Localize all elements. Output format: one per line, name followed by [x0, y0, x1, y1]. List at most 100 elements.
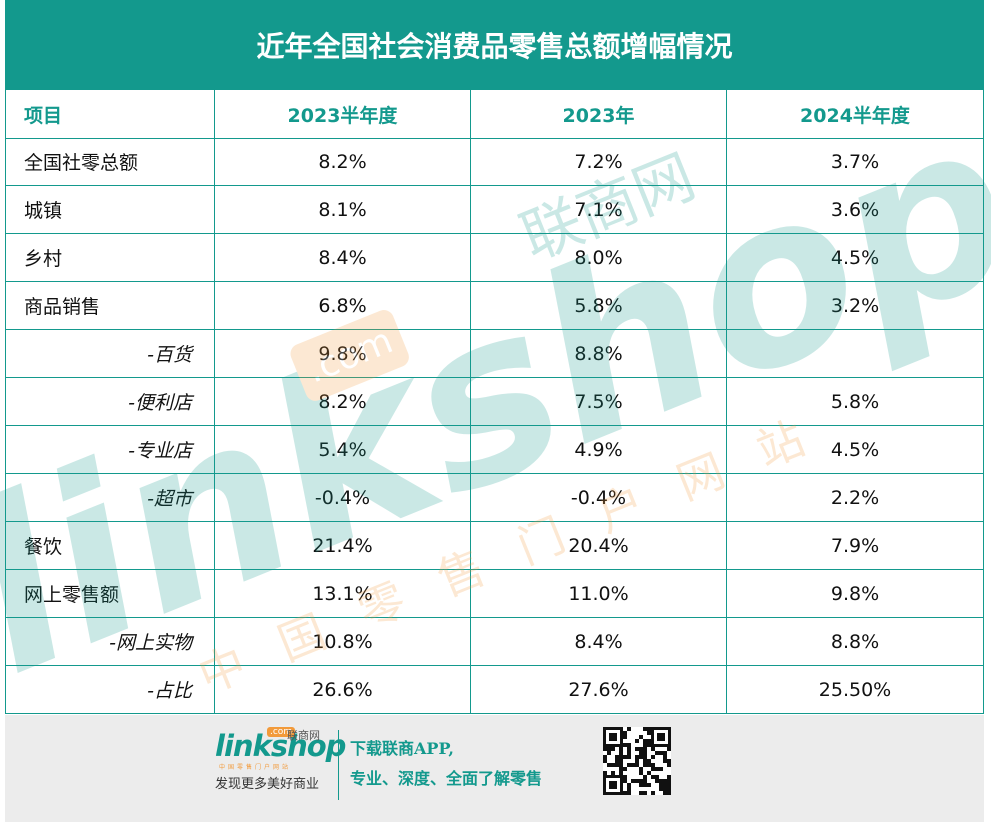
qr-module: [603, 759, 607, 763]
qr-module: [607, 763, 611, 767]
row-label: -超市: [5, 474, 215, 522]
qr-module: [667, 779, 671, 783]
qr-module: [647, 763, 651, 767]
qr-module: [607, 751, 611, 755]
footer-description: 专业、深度、全面了解零售: [350, 769, 543, 788]
qr-module: [647, 731, 651, 735]
cell-value: 5.4%: [215, 426, 471, 474]
qr-module: [643, 775, 647, 779]
qr-module: [623, 779, 627, 783]
cell-value: 11.0%: [471, 570, 727, 618]
qr-module: [639, 755, 643, 759]
qr-module: [643, 743, 647, 747]
qr-module: [647, 783, 651, 787]
row-label: 餐饮: [5, 522, 215, 570]
qr-module: [627, 751, 631, 755]
qr-module: [619, 751, 623, 755]
qr-module: [667, 775, 671, 779]
qr-module: [643, 727, 647, 731]
footer-domain: .com: [267, 727, 296, 737]
cell-value: 26.6%: [215, 666, 471, 714]
qr-module: [667, 763, 671, 767]
cell-value: 10.8%: [215, 618, 471, 666]
qr-module: [667, 787, 671, 791]
qr-module: [623, 775, 627, 779]
cell-value: 7.5%: [471, 378, 727, 426]
qr-module: [623, 743, 627, 747]
qr-module: [627, 763, 631, 767]
cell-value: -0.4%: [471, 474, 727, 522]
qr-module: [651, 791, 655, 795]
qr-module: [615, 755, 619, 759]
qr-module: [635, 779, 639, 783]
row-label: 商品销售: [5, 282, 215, 330]
qr-module: [611, 763, 615, 767]
qr-module: [639, 791, 643, 795]
qr-module: [631, 779, 635, 783]
qr-module: [603, 755, 607, 759]
row-label: 网上零售额: [5, 570, 215, 618]
qr-module: [627, 747, 631, 751]
column-header: 2024半年度: [727, 90, 984, 139]
qr-module: [643, 755, 647, 759]
qr-module: [647, 739, 651, 743]
footer-tagline: 中国零售门户网站: [219, 764, 292, 771]
row-label: -专业店: [5, 426, 215, 474]
column-header: 项目: [5, 90, 215, 139]
cell-value: 9.8%: [215, 330, 471, 378]
qr-module: [639, 747, 643, 751]
cell-value: 3.2%: [727, 282, 984, 330]
footer-slogan: 发现更多美好商业: [215, 777, 320, 792]
cell-value: 6.8%: [215, 282, 471, 330]
cell-value: 8.2%: [215, 378, 471, 426]
qr-module: [663, 755, 667, 759]
column-header: 2023半年度: [215, 90, 471, 139]
qr-module: [619, 767, 623, 771]
qr-module: [655, 767, 659, 771]
qr-module: [615, 763, 619, 767]
qr-module: [623, 767, 627, 771]
qr-module: [639, 771, 643, 775]
qr-module: [663, 791, 667, 795]
qr-module: [643, 779, 647, 783]
cell-value: 4.5%: [727, 234, 984, 282]
qr-module: [659, 751, 663, 755]
qr-module: [667, 747, 671, 751]
cell-value: 8.8%: [471, 330, 727, 378]
row-label: 城镇: [5, 186, 215, 234]
cell-value: 8.4%: [471, 618, 727, 666]
qr-module: [663, 759, 667, 763]
cell-value: 13.1%: [215, 570, 471, 618]
qr-module: [619, 759, 623, 763]
cell-value: 21.4%: [215, 522, 471, 570]
qr-module: [643, 759, 647, 763]
qr-module: [639, 735, 643, 739]
qr-module: [627, 743, 631, 747]
qr-module: [659, 779, 663, 783]
qr-module: [635, 763, 639, 767]
footer-cn-name: 联商网: [287, 729, 320, 742]
row-label: 全国社零总额: [5, 138, 215, 186]
qr-module: [663, 751, 667, 755]
qr-module: [611, 771, 615, 775]
qr-module: [619, 771, 623, 775]
qr-module: [623, 731, 627, 735]
cell-value: 2.2%: [727, 474, 984, 522]
qr-module: [627, 791, 631, 795]
qr-module: [659, 767, 663, 771]
cell-value: 8.2%: [215, 138, 471, 186]
cell-value: 4.5%: [727, 426, 984, 474]
cell-value: 27.6%: [471, 666, 727, 714]
cell-value: 5.8%: [727, 378, 984, 426]
qr-module: [631, 763, 635, 767]
qr-module: [627, 783, 631, 787]
divider: [338, 730, 339, 800]
qr-module: [651, 767, 655, 771]
table: 项目 2023半年度 2023年 2024半年度 全国社零总额 8.2% 7.2% 3.7% 城…: [5, 90, 984, 715]
footer: linkshop .com 联商网 中国零售门户网站 发现更多美好商业 下载联商…: [5, 715, 984, 822]
cell-value: 20.4%: [471, 522, 727, 570]
qr-module: [651, 747, 655, 751]
cell-value: 7.9%: [727, 522, 984, 570]
qr-module: [655, 751, 659, 755]
qr-module: [609, 733, 617, 741]
